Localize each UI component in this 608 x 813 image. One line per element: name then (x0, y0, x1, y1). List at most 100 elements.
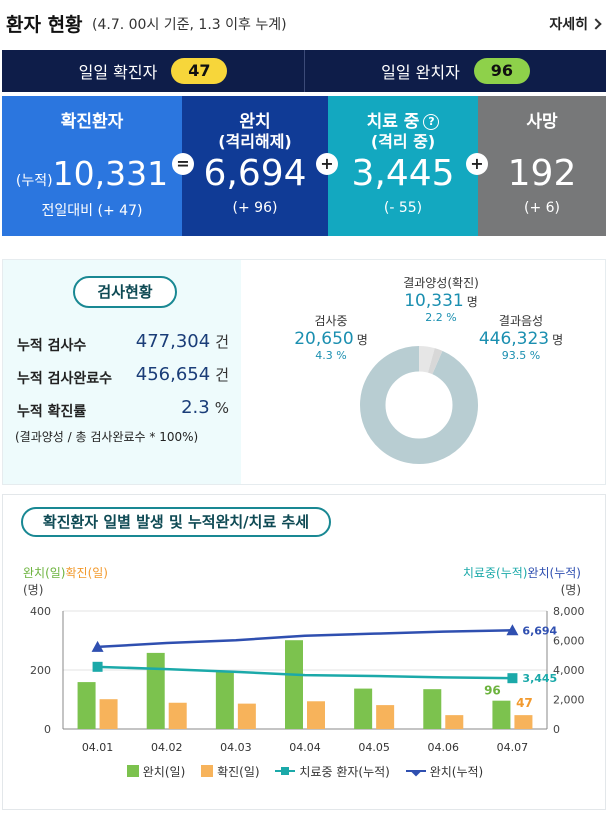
legend-label: 완치(누적) (429, 765, 484, 779)
help-icon[interactable]: ? (423, 114, 440, 130)
bar-confirmed-daily (307, 701, 325, 729)
bar-released-daily (77, 682, 96, 729)
bar-released-daily (423, 689, 442, 729)
pie-negative-unit: 명 (552, 333, 564, 347)
pie-label-testing: 검사중 20,650 명 4.3 % (281, 312, 381, 362)
data-label-treatment: 3,445 (522, 672, 557, 685)
test-donut-chart (360, 346, 478, 464)
bar-released-daily (215, 672, 234, 729)
bar-confirmed-daily (168, 702, 187, 729)
legend-label: 완치(일) (142, 765, 186, 779)
marker-treatment (507, 673, 518, 684)
right-tick-label: 8,000 (553, 605, 585, 618)
test-row-label: 누적 검사완료수 (17, 371, 113, 387)
data-label-released-daily: 96 (484, 684, 501, 698)
right-tick-label: 2,000 (553, 694, 585, 707)
released-box: 완치 (격리해제) 6,694 (+ 96) (182, 96, 328, 236)
pie-positive-pct: 2.2 % (425, 311, 457, 324)
bar-released-daily (492, 700, 511, 729)
x-tick-label: 04.02 (151, 741, 183, 754)
pie-testing-unit: 명 (356, 333, 368, 347)
pie-label-positive: 결과양성(확진) 10,331 명 2.2 % (387, 274, 495, 324)
legend-item[interactable]: 완치(일) (126, 763, 186, 780)
bar-released-daily (146, 652, 165, 729)
deceased-value: 192 (507, 153, 577, 194)
test-row-unit: % (214, 399, 229, 417)
marker-released (506, 624, 519, 636)
left-tick-label: 0 (44, 723, 51, 736)
pie-slice-testing (418, 346, 435, 374)
pie-testing-value: 20,650 (294, 329, 354, 349)
confirmed-box: 확진환자 (누적)10,331 전일대비 (+ 47) (2, 96, 182, 236)
bar-released-daily (354, 688, 373, 729)
daily-summary-bar: 일일 확진자 47 일일 완치자 96 (2, 50, 606, 92)
pie-positive-unit: 명 (466, 295, 478, 309)
test-row-label: 누적 확진률 (17, 404, 87, 420)
legend-item[interactable]: 확진(일) (201, 763, 260, 780)
test-status-stats: 검사현황 누적 검사수 477,304 건 누적 검사완료수 456,654 건 누… (3, 260, 241, 484)
confirmed-change: 전일대비 (+ 47) (41, 203, 143, 219)
data-label-confirmed-daily: 47 (516, 696, 533, 710)
legend-swatch (126, 765, 139, 777)
right-axis-title-released: 완치(누적) (527, 566, 581, 580)
chart-legend: 완치(일) 확진(일) 치료중 환자(누적) 완치(누적) (3, 763, 607, 780)
bar-confirmed-daily (514, 715, 533, 729)
right-tick-label: 4,000 (553, 664, 585, 677)
legend-swatch (201, 765, 214, 777)
right-axis-title: 치료중(누적)완치(누적) (463, 564, 581, 581)
treatment-value: 3,445 (351, 153, 455, 194)
bar-confirmed-daily (237, 703, 256, 729)
left-tick-label: 400 (30, 605, 51, 618)
released-value: 6,694 (203, 153, 307, 194)
right-axis-title-treatment: 치료중(누적) (462, 566, 528, 580)
pie-positive-label: 결과양성(확진) (403, 276, 479, 290)
pie-testing-pct: 4.3 % (315, 349, 347, 362)
daily-released-label: 일일 완치자 (381, 63, 460, 82)
confirmed-label: 확진환자 (60, 112, 124, 132)
bar-confirmed-daily (99, 699, 118, 729)
test-status-panel: 검사현황 누적 검사수 477,304 건 누적 검사완료수 456,654 건 누… (2, 259, 606, 485)
line-released-cumulative (97, 629, 513, 649)
daily-confirmed-badge: 47 (171, 58, 228, 84)
x-tick-label: 04.03 (220, 741, 252, 754)
confirmed-value: 10,331 (52, 154, 169, 193)
right-tick-label: 6,000 (553, 635, 585, 648)
test-status-title: 검사현황 (73, 276, 177, 308)
treatment-box: 치료 중? (격리 중) 3,445 (- 55) (328, 96, 478, 236)
summary-stats: 확진환자 (누적)10,331 전일대비 (+ 47) 완치 (격리해제) 6,… (2, 96, 606, 236)
bar-confirmed-daily (376, 705, 395, 729)
page-title: 환자 현황 (6, 14, 83, 36)
legend-swatch (405, 770, 426, 772)
legend-item[interactable]: 치료중 환자(누적) (275, 763, 390, 780)
plus-icon: + (466, 153, 488, 175)
trend-panel: 확진환자 일별 발생 및 누적완치/치료 추세 완치(일)확진(일) (명) 치… (2, 494, 606, 810)
treatment-sublabel: (격리 중) (370, 132, 436, 151)
test-row-value: 2.3 (181, 397, 210, 418)
left-axis-title: 완치(일)확진(일) (23, 564, 108, 581)
plus-icon: + (316, 153, 338, 175)
left-axis-title-confirmed: 확진(일) (65, 566, 108, 580)
page-header: 환자 현황 (4.7. 00시 기준, 1.3 이후 누계) 자세히 (0, 0, 608, 46)
treatment-change: (- 55) (383, 200, 423, 216)
deceased-label: 사망 (526, 112, 558, 132)
left-tick-label: 200 (30, 664, 51, 677)
legend-item[interactable]: 완치(누적) (405, 763, 484, 780)
released-sublabel: (격리해제) (218, 132, 292, 151)
test-rate-note: (결과양성 / 총 검사완료수 * 100%) (15, 430, 199, 444)
pie-positive-value: 10,331 (404, 291, 464, 311)
pie-negative-pct: 93.5 % (501, 349, 541, 362)
marker-treatment (92, 661, 103, 672)
line-treatment-cumulative (97, 665, 513, 680)
pie-slice-positive (427, 348, 443, 375)
daily-released-badge: 96 (473, 58, 530, 84)
test-row-unit: 건 (215, 366, 229, 384)
page-subtitle: (4.7. 00시 기준, 1.3 이후 누계) (92, 17, 287, 33)
more-link[interactable]: 자세히 (549, 14, 602, 34)
test-row-label: 누적 검사수 (17, 338, 87, 354)
confirmed-prefix: (누적) (15, 173, 53, 189)
x-tick-label: 04.01 (82, 741, 114, 754)
released-change: (+ 96) (232, 200, 278, 216)
test-row-value: 477,304 (135, 331, 211, 352)
equals-icon: = (172, 153, 194, 175)
pie-testing-label: 검사중 (314, 314, 348, 328)
